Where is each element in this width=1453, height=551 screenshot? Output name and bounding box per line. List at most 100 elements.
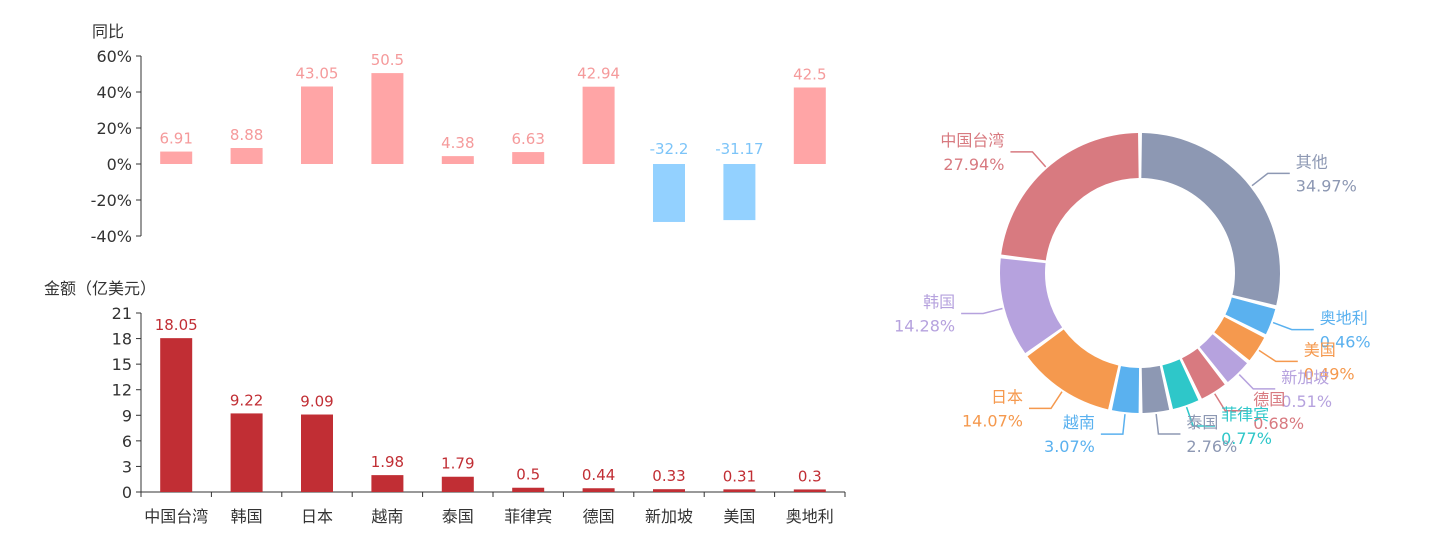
amount-y-tick-label: 9 [122, 406, 132, 425]
share-donut-chart: 其他 34.97% 奥地利 0.46%美国 0.49%新加坡 0.51%德国 0.68%菲律… [894, 131, 1371, 456]
amount-bar [371, 475, 404, 492]
donut-slice-name: 奥地利 [1320, 309, 1368, 328]
amount-data-label: 18.05 [155, 316, 198, 334]
yoy-bar [441, 156, 474, 164]
donut-slice [1182, 348, 1225, 399]
amount-y-tick-label: 0 [122, 483, 132, 502]
donut-slice-percent: 0.51% [1281, 392, 1332, 411]
donut-slice-percent: 34.97% [1296, 176, 1357, 195]
yoy-data-label: 6.63 [511, 130, 544, 148]
yoy-data-label: 4.38 [441, 134, 474, 152]
amount-bar [723, 489, 756, 492]
yoy-y-tick-label: -40% [91, 227, 132, 246]
amount-bar [512, 487, 545, 492]
donut-slice-name: 菲律宾 [1221, 405, 1269, 424]
yoy-data-label: 42.5 [793, 66, 826, 84]
yoy-bar [653, 164, 685, 222]
amount-data-label: 0.44 [582, 466, 615, 484]
amount-bar [160, 338, 193, 492]
amount-bar [653, 489, 685, 492]
amount-y-tick-label: 15 [112, 355, 132, 374]
amount-bar [301, 414, 333, 492]
donut-leader-line [1214, 393, 1248, 412]
donut-slice-name: 美国 [1304, 340, 1336, 359]
donut-slice-name: 越南 [1063, 413, 1095, 432]
donut-leader-line [1029, 391, 1063, 410]
donut-leader-line [961, 307, 1003, 315]
donut-slice-percent: 0.68% [1253, 414, 1304, 433]
amount-y-tick-label: 3 [122, 457, 132, 476]
donut-slice-percent: 14.07% [962, 411, 1023, 430]
amount-category-label: 泰国 [442, 507, 474, 526]
yoy-bar [230, 148, 263, 164]
yoy-bar-chart: 同比 -40% -20% 0% 20% 40% 60% 6.91 8.88 43.05 50.5… [91, 22, 827, 246]
donut-slice-name: 韩国 [923, 292, 955, 311]
amount-data-label: 0.33 [652, 467, 685, 485]
amount-category-label: 美国 [723, 507, 755, 526]
donut-leader-line [1272, 321, 1314, 331]
amount-bar [793, 489, 826, 492]
yoy-data-label: 8.88 [230, 126, 263, 144]
amount-data-label: 1.98 [371, 453, 404, 471]
yoy-bar [582, 86, 615, 164]
donut-leader-line [1185, 406, 1216, 427]
amount-category-label: 越南 [371, 507, 403, 526]
donut-slice-percent: 27.94% [943, 155, 1004, 174]
donut-slice-percent: 0.77% [1221, 429, 1272, 448]
donut-slice [1001, 133, 1139, 261]
amount-data-label: 0.3 [798, 467, 822, 485]
donut-slice-percent: 0.49% [1304, 364, 1355, 383]
amount-data-label: 9.22 [230, 391, 263, 409]
donut-leader-line [1010, 151, 1047, 168]
amount-y-tick-label: 6 [122, 432, 132, 451]
donut-leader-line [1238, 374, 1276, 390]
donut-slice [1141, 133, 1281, 306]
amount-data-label: 0.5 [516, 466, 540, 484]
donut-slice-percent: 14.28% [894, 316, 955, 335]
donut-slice [1225, 297, 1276, 335]
donut-slice-percent: 0.46% [1320, 333, 1371, 352]
donut-slice-name: 新加坡 [1281, 368, 1329, 387]
yoy-data-label: 6.91 [159, 130, 192, 148]
amount-bar [441, 476, 474, 492]
yoy-y-axis-title: 同比 [92, 22, 124, 41]
yoy-y-tick-label: 20% [96, 119, 132, 138]
amount-data-label: 1.79 [441, 455, 474, 473]
donut-slice [1214, 316, 1265, 361]
donut-slice [1199, 334, 1248, 383]
donut-leader-line [1100, 414, 1126, 435]
yoy-data-label: -32.2 [650, 140, 689, 158]
amount-category-label: 韩国 [231, 507, 263, 526]
amount-data-label: 0.31 [723, 467, 756, 485]
amount-y-axis-title: 金额（亿美元） [44, 279, 156, 298]
amount-bar [230, 413, 263, 492]
yoy-bar [160, 151, 193, 164]
amount-bar [582, 488, 615, 492]
yoy-bar [512, 152, 545, 164]
yoy-y-tick-label: 0% [107, 155, 132, 174]
donut-slice [1111, 366, 1140, 413]
donut-leader-line [1258, 349, 1298, 363]
donut-leader-line [1251, 172, 1290, 187]
yoy-bar [371, 73, 404, 164]
donut-slice-percent: 3.07% [1044, 437, 1095, 456]
donut-slice [1141, 365, 1170, 413]
amount-y-tick-label: 21 [112, 304, 132, 323]
amount-category-label: 德国 [583, 507, 615, 526]
yoy-bar [793, 87, 826, 164]
yoy-bar [301, 86, 333, 164]
amount-y-tick-label: 12 [112, 381, 132, 400]
amount-data-label: 9.09 [300, 393, 333, 411]
yoy-data-label: 42.94 [577, 65, 620, 83]
donut-slice-name: 其他 [1296, 152, 1328, 171]
yoy-y-tick-label: -20% [91, 191, 132, 210]
yoy-bar [723, 164, 756, 221]
donut-leader-line [1155, 413, 1181, 435]
amount-y-tick-label: 18 [112, 330, 132, 349]
yoy-data-label: 50.5 [371, 51, 404, 69]
amount-bar-chart: 金额（亿美元） 0 3 6 9 12 15 18 21 18.05 9.22 9.09 1.98 1.… [44, 279, 846, 526]
yoy-y-tick-label: 60% [96, 47, 132, 66]
donut-slice-percent: 2.76% [1186, 437, 1237, 456]
yoy-data-label: -31.17 [715, 140, 763, 158]
